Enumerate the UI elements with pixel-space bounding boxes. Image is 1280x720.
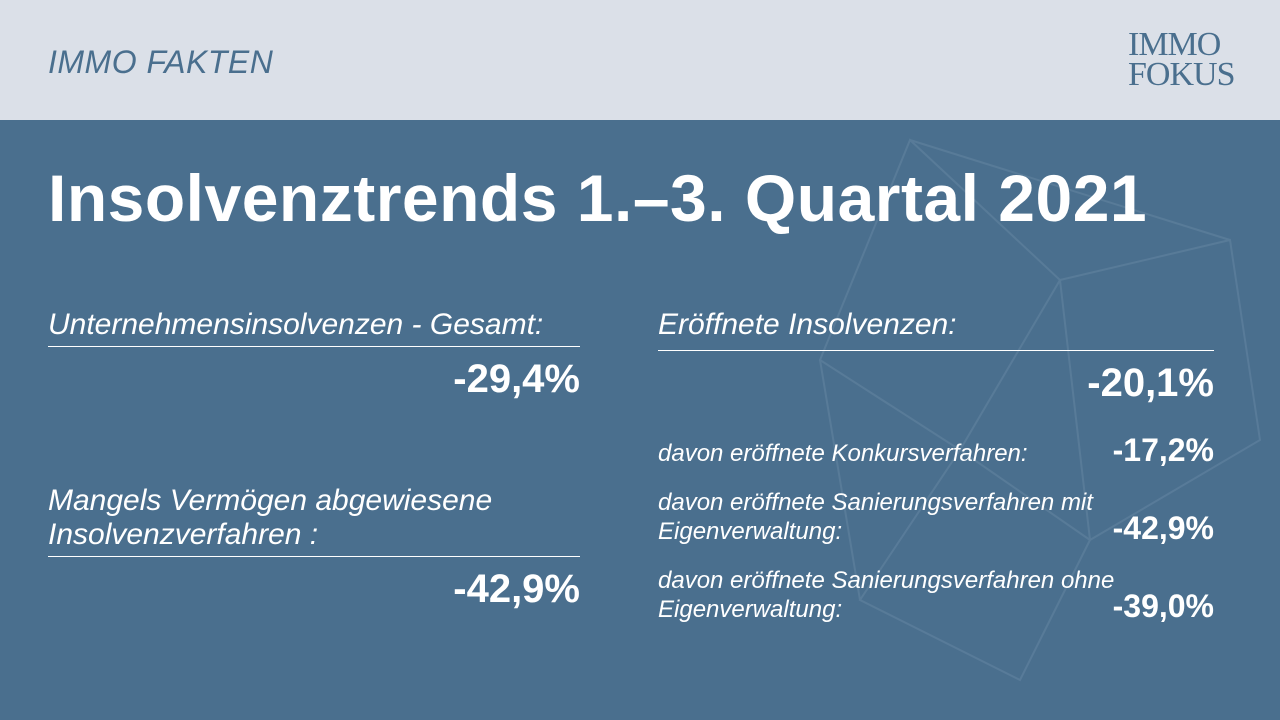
stat-label: Unternehmensinsolvenzen - Gesamt: xyxy=(48,308,544,341)
stat-value: -42,9% xyxy=(453,567,580,611)
sub-stat-sanierung-mit-eigenverwaltung: davon eröffnete Sanierungsverfahren mit … xyxy=(658,484,1214,546)
sub-stat-label: davon eröffnete Sanierungsverfahren mit … xyxy=(658,489,1093,545)
stat-label: Mangels Vermögen abgewiesene Insolvenzve… xyxy=(48,484,493,551)
background-decoration xyxy=(818,138,1262,682)
stat-abgewiesene-verfahren: Mangels Vermögen abgewiesene Insolvenzve… xyxy=(48,484,580,611)
divider xyxy=(48,346,580,347)
sub-stat-label: davon eröffnete Konkursverfahren: xyxy=(658,440,1028,467)
sub-stat-sanierung-ohne-eigenverwaltung: davon eröffnete Sanierungsverfahren ohne… xyxy=(658,562,1214,624)
page-title: Insolvenztrends 1.–3. Quartal 2021 xyxy=(48,161,1148,235)
logo-line-1: IMMO xyxy=(1128,26,1221,63)
sub-stat-value: -42,9% xyxy=(1112,510,1214,546)
sub-stat-label: davon eröffnete Sanierungsverfahren ohne… xyxy=(658,567,1115,623)
divider xyxy=(658,350,1214,351)
stat-eroeffnete-insolvenzen: Eröffnete Insolvenzen: -20,1% xyxy=(658,308,1214,405)
divider xyxy=(48,556,580,557)
stat-unternehmensinsolvenzen: Unternehmensinsolvenzen - Gesamt: -29,4% xyxy=(48,308,580,401)
sub-stat-value: -17,2% xyxy=(1112,432,1214,468)
section-label: IMMO FAKTEN xyxy=(48,44,274,80)
logo-line-2: FOKUS xyxy=(1128,56,1235,93)
stat-value: -20,1% xyxy=(1087,361,1214,405)
stat-value: -29,4% xyxy=(453,357,580,401)
immofokus-logo: IMMO FOKUS xyxy=(1128,26,1250,93)
header-bar: IMMO FAKTEN IMMO FOKUS xyxy=(0,0,1280,120)
sub-stat-value: -39,0% xyxy=(1112,588,1214,624)
sub-stat-konkursverfahren: davon eröffnete Konkursverfahren: -17,2% xyxy=(658,430,1214,468)
stat-label: Eröffnete Insolvenzen: xyxy=(658,308,957,341)
